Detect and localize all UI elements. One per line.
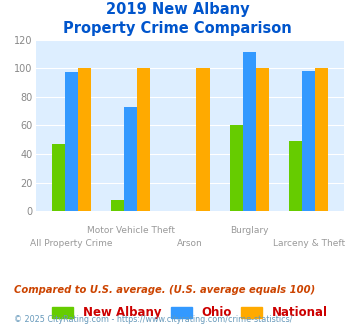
Bar: [230, 125, 243, 211]
Bar: [78, 68, 91, 211]
Text: All Property Crime: All Property Crime: [30, 239, 113, 248]
Text: Motor Vehicle Theft: Motor Vehicle Theft: [87, 226, 175, 235]
Text: © 2025 CityRating.com - https://www.cityrating.com/crime-statistics/: © 2025 CityRating.com - https://www.city…: [14, 315, 293, 324]
Bar: [289, 141, 302, 211]
Text: Arson: Arson: [177, 239, 203, 248]
Bar: [243, 52, 256, 211]
Bar: [51, 144, 65, 211]
Bar: [196, 68, 209, 211]
Bar: [111, 200, 124, 211]
Bar: [302, 71, 315, 211]
Bar: [137, 68, 150, 211]
Bar: [256, 68, 269, 211]
Text: Larceny & Theft: Larceny & Theft: [273, 239, 345, 248]
Text: Compared to U.S. average. (U.S. average equals 100): Compared to U.S. average. (U.S. average …: [14, 285, 316, 295]
Bar: [315, 68, 328, 211]
Bar: [124, 107, 137, 211]
Text: Property Crime Comparison: Property Crime Comparison: [63, 21, 292, 36]
Text: 2019 New Albany: 2019 New Albany: [106, 2, 249, 16]
Legend: New Albany, Ohio, National: New Albany, Ohio, National: [52, 306, 328, 319]
Text: Burglary: Burglary: [230, 226, 269, 235]
Bar: [65, 73, 78, 211]
